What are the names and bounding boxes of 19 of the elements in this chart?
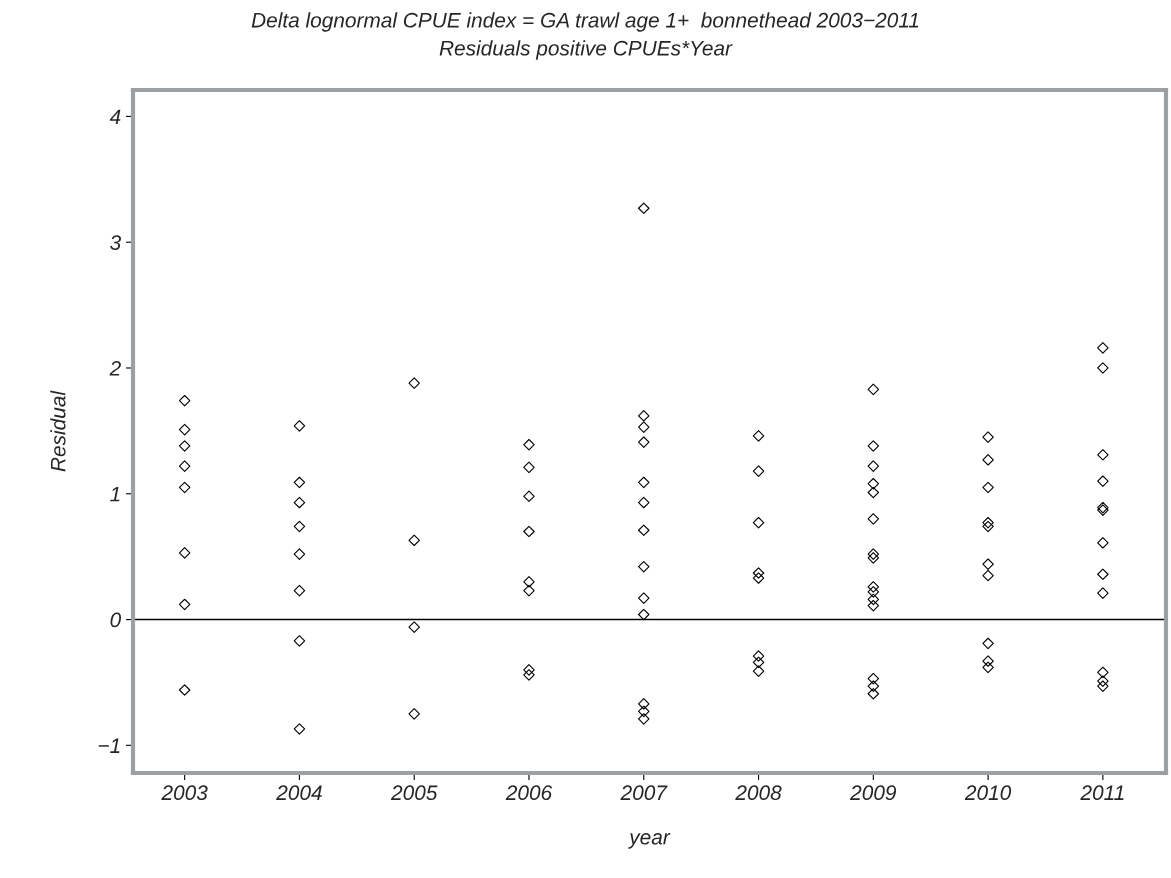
y-axis-title: Residual	[50, 390, 66, 472]
y-tick-label: 0	[110, 612, 122, 628]
x-tick-label: 2003	[161, 785, 208, 801]
x-tick-label: 2006	[505, 785, 553, 801]
x-tick-label: 2005	[390, 785, 438, 801]
x-tick-label: 2008	[735, 785, 782, 801]
x-tick-label: 2010	[964, 785, 1012, 801]
y-tick-label: −1	[98, 738, 120, 753]
chart-subtitle: Residuals positive CPUEs*Year	[439, 40, 733, 60]
y-tick-label: 4	[109, 109, 121, 124]
x-axis-title: year	[628, 833, 671, 849]
x-tick-label: 2004	[276, 785, 322, 801]
x-tick-label: 2011	[1080, 785, 1124, 801]
y-tick-label: 3	[110, 235, 122, 250]
y-tick-label: 1	[110, 486, 120, 502]
x-tick-label: 2007	[620, 785, 668, 801]
y-tick-label: 2	[109, 360, 121, 376]
chart-title: Delta lognormal CPUE index = GA trawl age 1+ bonnethead 2003−2011	[251, 12, 919, 32]
x-tick-label: 2009	[850, 785, 897, 801]
